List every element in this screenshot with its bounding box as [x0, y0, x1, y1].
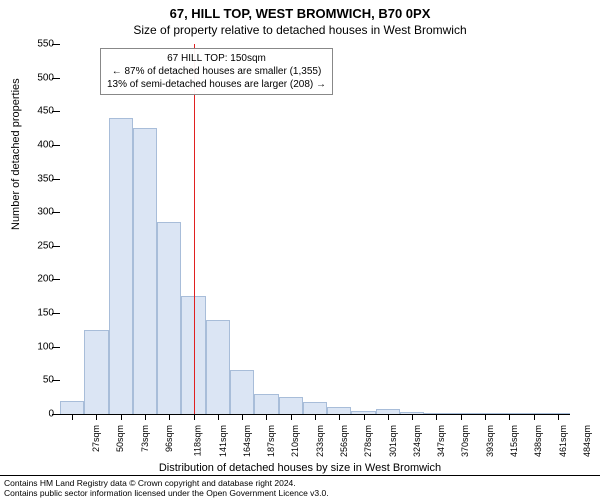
x-tick: [266, 414, 267, 420]
plot-area: 05010015020025030035040045050055027sqm50…: [60, 44, 570, 414]
histogram-bar: [84, 330, 108, 414]
x-tick: [169, 414, 170, 420]
x-tick-label: 393sqm: [485, 425, 495, 457]
histogram-bar: [254, 394, 278, 414]
x-tick-label: 415sqm: [509, 425, 519, 457]
y-tick-label: 100: [37, 341, 54, 352]
x-tick: [412, 414, 413, 420]
y-tick-label: 500: [37, 72, 54, 83]
y-tick-label: 200: [37, 274, 54, 285]
x-tick-label: 347sqm: [436, 425, 446, 457]
x-tick: [339, 414, 340, 420]
histogram-bar: [279, 397, 303, 414]
y-tick-label: 300: [37, 207, 54, 218]
x-tick-label: 73sqm: [140, 425, 150, 452]
x-tick-label: 370sqm: [460, 425, 470, 457]
annotation-line3: 13% of semi-detached houses are larger (…: [107, 78, 326, 91]
chart-subtitle: Size of property relative to detached ho…: [0, 21, 600, 37]
annotation-line2: ← 87% of detached houses are smaller (1,…: [107, 65, 326, 78]
reference-line: [194, 44, 195, 414]
x-tick-label: 210sqm: [290, 425, 300, 457]
x-tick-label: 484sqm: [582, 425, 592, 457]
x-tick-label: 27sqm: [91, 425, 101, 452]
y-tick-label: 450: [37, 106, 54, 117]
x-tick-label: 141sqm: [218, 425, 228, 457]
x-tick-label: 324sqm: [412, 425, 422, 457]
x-tick: [558, 414, 559, 420]
y-tick-label: 400: [37, 139, 54, 150]
x-tick: [121, 414, 122, 420]
annotation-box: 67 HILL TOP: 150sqm ← 87% of detached ho…: [100, 48, 333, 95]
histogram-bar: [157, 222, 181, 414]
histogram-bar: [133, 128, 157, 414]
x-tick: [145, 414, 146, 420]
x-tick: [242, 414, 243, 420]
x-tick: [509, 414, 510, 420]
x-tick: [534, 414, 535, 420]
x-axis-label: Distribution of detached houses by size …: [0, 462, 600, 474]
histogram-bar: [230, 370, 254, 414]
x-tick: [96, 414, 97, 420]
x-tick-label: 438sqm: [533, 425, 543, 457]
annotation-line1: 67 HILL TOP: 150sqm: [107, 52, 326, 65]
x-tick: [72, 414, 73, 420]
x-tick-label: 278sqm: [363, 425, 373, 457]
chart-container: { "title_main": "67, HILL TOP, WEST BROM…: [0, 0, 600, 500]
x-tick-label: 233sqm: [315, 425, 325, 457]
y-tick-label: 50: [43, 375, 54, 386]
x-tick: [388, 414, 389, 420]
x-tick-label: 118sqm: [193, 425, 203, 456]
x-tick: [461, 414, 462, 420]
x-tick-label: 50sqm: [115, 425, 125, 452]
x-tick-label: 461sqm: [558, 425, 568, 457]
x-tick-label: 96sqm: [164, 425, 174, 452]
histogram-bar: [327, 407, 351, 414]
y-tick-label: 150: [37, 308, 54, 319]
x-tick: [364, 414, 365, 420]
footer: Contains HM Land Registry data © Crown c…: [0, 475, 600, 500]
x-tick: [485, 414, 486, 420]
x-tick: [194, 414, 195, 420]
footer-line1: Contains HM Land Registry data © Crown c…: [4, 478, 596, 488]
x-tick-label: 187sqm: [266, 425, 276, 457]
y-tick-label: 350: [37, 173, 54, 184]
x-tick-label: 256sqm: [339, 425, 349, 457]
histogram-bar: [60, 401, 84, 414]
chart-title: 67, HILL TOP, WEST BROMWICH, B70 0PX: [0, 0, 600, 21]
y-tick-label: 0: [48, 409, 54, 420]
x-tick-label: 301sqm: [388, 425, 398, 457]
y-axis-label: Number of detached properties: [10, 78, 22, 230]
footer-line2: Contains public sector information licen…: [4, 488, 596, 498]
x-tick: [291, 414, 292, 420]
y-tick-label: 550: [37, 39, 54, 50]
y-tick-label: 250: [37, 240, 54, 251]
histogram-bar: [109, 118, 133, 414]
x-tick: [218, 414, 219, 420]
x-tick-label: 164sqm: [242, 425, 252, 457]
histogram-bar: [206, 320, 230, 414]
histogram-bar: [303, 402, 327, 414]
x-tick: [315, 414, 316, 420]
x-tick: [436, 414, 437, 420]
